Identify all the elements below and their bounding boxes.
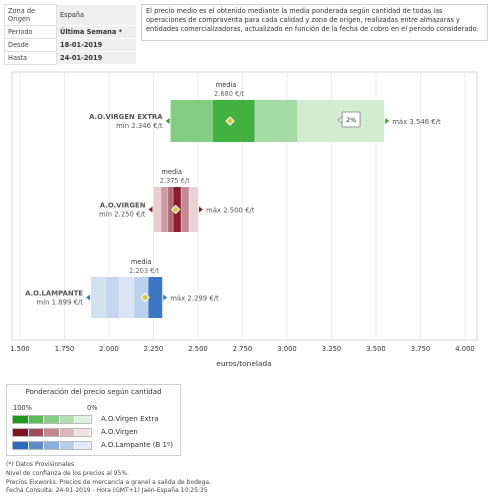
legend-row: A.O.Virgen <box>12 428 178 437</box>
media-marker <box>140 292 150 303</box>
max-label: máx 3.546 €/t <box>392 118 441 126</box>
filter-value: Última Semana * <box>56 25 136 39</box>
filter-label: Periodo <box>4 25 57 39</box>
tooltip-text: 2% <box>346 116 356 124</box>
filters-table: Zona de Origen España Periodo Última Semana… <box>4 4 136 65</box>
max-label: máx 2.500 €/t <box>206 207 255 215</box>
filter-label: Zona de Origen <box>4 4 57 26</box>
tooltip-pointer <box>337 116 343 124</box>
footer-line: Precios Eixworks. Precios de mercancía a… <box>6 478 211 486</box>
x-tick-label: 1.500 <box>10 345 29 353</box>
filter-row: Periodo Última Semana * <box>4 25 136 39</box>
info-description: El precio medio es el obtenido mediante … <box>141 4 488 41</box>
range-segment <box>170 100 213 142</box>
filter-row: Hasta 24-01-2019 <box>4 51 136 65</box>
plot-frame <box>11 71 478 341</box>
filter-value: 24-01-2019 <box>56 51 136 65</box>
x-tick-label: 2.000 <box>99 345 118 353</box>
legend-pct-low: 0% <box>87 404 98 412</box>
x-tick-label: 1.750 <box>55 345 74 353</box>
media-caption: media <box>131 258 152 266</box>
legend-pct-high: 100% <box>13 404 32 412</box>
legend-title: Ponderación del precio según cantidad <box>25 388 162 396</box>
max-label: máx 2.299 €/t <box>170 295 219 303</box>
max-arrow <box>199 206 203 213</box>
range-segment <box>167 187 174 232</box>
legend-swatch <box>44 429 60 436</box>
legend-label: A.O.Virgen Extra <box>101 415 159 423</box>
legend-label: A.O.Virgen <box>101 428 138 436</box>
min-label: mín 2.346 €/t <box>116 122 163 130</box>
range-segment <box>153 187 161 232</box>
range-segment <box>105 277 120 318</box>
media-marker <box>225 116 235 126</box>
legend-swatch <box>28 429 45 436</box>
legend-swatch <box>13 416 29 423</box>
series-name: A.O.VIRGEN <box>100 202 146 210</box>
x-tick-label: 3.000 <box>277 345 296 353</box>
media-marker <box>171 204 181 215</box>
range-segment <box>160 187 168 232</box>
x-tick-label: 3.250 <box>322 345 341 353</box>
legend-swatch-bar <box>12 428 92 437</box>
range-segment <box>91 277 106 318</box>
footer-notes: (*) Datos Provisionales Nivel de confian… <box>6 461 211 496</box>
range-segment <box>181 187 190 232</box>
x-tick-label: 3.500 <box>366 345 385 353</box>
footer-line: (*) Datos Provisionales <box>6 461 75 468</box>
x-tick-label: 2.500 <box>188 345 207 353</box>
footer-line: Nivel de confianza de los precios al 95%… <box>6 469 129 477</box>
legend-swatch-bar <box>12 441 92 450</box>
range-segment <box>189 187 198 232</box>
legend-swatch <box>75 416 91 423</box>
legend-swatch <box>59 442 76 449</box>
legend-swatch <box>59 429 76 436</box>
legend-swatch <box>44 442 60 449</box>
legend-swatch <box>75 442 91 449</box>
footer-line: Fecha Consulta: 24-01-2019 - Hora (GMT+1… <box>6 487 208 495</box>
max-arrow <box>163 294 168 301</box>
x-tick-label: 2.750 <box>233 345 252 353</box>
x-tick-label: 4.000 <box>455 345 474 353</box>
range-segment <box>119 277 134 318</box>
media-value: 2.203 €/t <box>129 267 159 275</box>
legend-swatch <box>28 442 45 449</box>
max-arrow <box>385 118 390 124</box>
x-axis-label: euros/tonelada <box>216 359 271 368</box>
min-arrow <box>86 294 91 301</box>
min-arrow <box>165 118 170 124</box>
legend-swatch <box>13 442 29 449</box>
media-value: 2.680 €/t <box>214 90 244 98</box>
filter-row: Desde 18-01-2019 <box>4 38 136 52</box>
x-tick-label: 2.250 <box>144 345 163 353</box>
filter-label: Desde <box>4 38 57 52</box>
x-tick-label: 3.750 <box>411 345 430 353</box>
filter-value: 18-01-2019 <box>56 38 136 52</box>
min-label: mín 2.250 €/t <box>99 211 146 219</box>
media-caption: media <box>216 81 237 89</box>
legend-row: A.O.Lampante (B 1º) <box>12 441 178 450</box>
min-label: mín 1.899 €/t <box>37 299 84 307</box>
media-value: 2.375 €/t <box>160 177 190 185</box>
series-name: A.O.VIRGEN EXTRA <box>89 113 163 121</box>
filter-value: España <box>56 4 136 26</box>
legend-swatch <box>75 429 91 436</box>
min-arrow <box>148 206 153 213</box>
range-segment <box>254 100 298 142</box>
legend-swatch-bar <box>12 415 92 424</box>
legend-swatch <box>44 416 60 423</box>
price-range-chart: 1.500 1.750 2.000 2.250 2.500 2.750 3.000 3.250… <box>10 71 478 368</box>
legend-box: Ponderación del precio según cantidad 10… <box>6 384 181 456</box>
legend-swatch <box>59 416 76 423</box>
media-caption: media <box>161 168 182 176</box>
series-name: A.O.LAMPANTE <box>25 290 83 298</box>
legend-swatch <box>13 429 29 436</box>
filter-row: Zona de Origen España <box>4 4 136 26</box>
legend-swatch <box>28 416 45 423</box>
filter-label: Hasta <box>4 51 57 65</box>
range-segment <box>148 277 163 318</box>
legend-label: A.O.Lampante (B 1º) <box>101 441 174 449</box>
legend-row: A.O.Virgen Extra <box>12 415 178 424</box>
